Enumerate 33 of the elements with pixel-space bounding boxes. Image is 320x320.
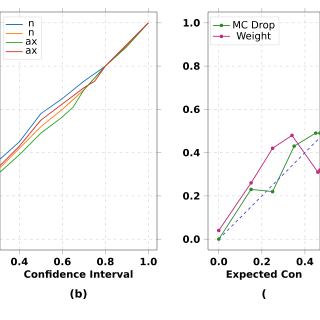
- text: (b): [70, 289, 86, 299]
- y-tick-label: 0.6: [183, 106, 200, 114]
- legend-label: ax: [26, 39, 37, 45]
- legend-label: n: [28, 20, 34, 27]
- x-tick-label: 0.0: [210, 258, 228, 266]
- point: [249, 188, 253, 192]
- point: [314, 131, 318, 135]
- x-axis-title: Confidence Interval: [24, 270, 132, 278]
- x-tick-label: 1.0: [140, 258, 157, 266]
- y-tick-label: 0.2: [183, 192, 200, 200]
- point: [217, 228, 221, 232]
- x-tick-label: 0.6: [54, 258, 71, 266]
- y-tick-label: 0.0: [183, 235, 200, 243]
- text: (: [262, 289, 266, 299]
- y-tick-label: 0.4: [183, 148, 200, 156]
- point: [290, 134, 294, 138]
- x-tick-label: 0.4: [296, 258, 314, 266]
- x-tick-label: 0.2: [254, 258, 270, 266]
- legend-label: MC Drop: [233, 20, 274, 30]
- point: [292, 144, 296, 148]
- point: [249, 181, 253, 185]
- point: [270, 146, 274, 150]
- legend-label: ax: [26, 48, 37, 54]
- legend-label: n: [28, 30, 34, 36]
- point: [316, 170, 320, 174]
- x-axis-title: Expected Con: [226, 270, 302, 280]
- y-tick-label: 0.8: [183, 62, 200, 70]
- point: [270, 190, 274, 194]
- point: [217, 237, 221, 241]
- y-tick-label: 1.0: [184, 19, 200, 27]
- legend-label: Weight: [236, 32, 271, 42]
- x-tick-label: 0.8: [97, 258, 114, 266]
- x-tick-label: 0.4: [11, 258, 28, 266]
